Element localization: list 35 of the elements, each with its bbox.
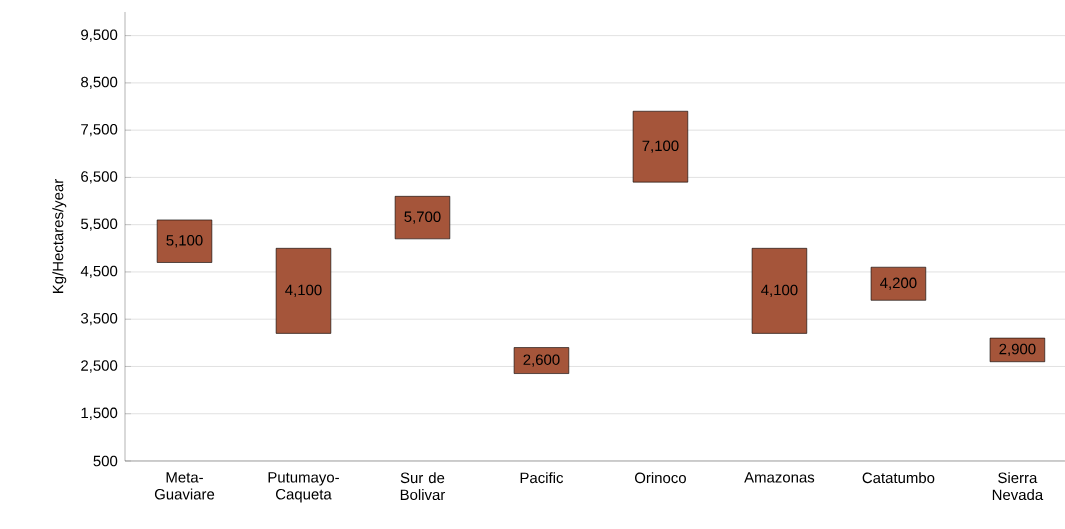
y-tick-label: 7,500 <box>81 123 118 137</box>
annotation: 2,600 <box>523 354 560 367</box>
annotation: 4,200 <box>880 277 917 290</box>
annotation: 5,700 <box>404 211 441 224</box>
y-tick-label: 500 <box>93 455 118 467</box>
bar <box>632 110 689 183</box>
annotation: 2,900 <box>999 343 1036 357</box>
y-tick-label: 2,500 <box>81 360 118 373</box>
y-tick-label: 8,500 <box>81 76 118 90</box>
y-tick-label: 6,500 <box>81 171 118 184</box>
x-tick-label: Putumayo-Caqueta <box>268 472 339 503</box>
x-tick-label: Catatumbo <box>862 472 935 484</box>
annotation: 5,100 <box>166 235 203 248</box>
annotation: 4,100 <box>761 284 798 298</box>
bar <box>989 337 1046 363</box>
x-tick-label: Amazonas <box>744 472 815 483</box>
x-tick-label: Pacific <box>520 472 564 484</box>
bar <box>870 266 927 301</box>
y-axis-title: Kg/Hectares/year <box>52 179 67 293</box>
bar <box>156 219 213 263</box>
x-tick-label: Orinoco <box>634 472 686 484</box>
x-tick-label: Sur de Bolivar <box>400 472 446 501</box>
bar <box>513 347 570 374</box>
y-tick-label: 3,500 <box>80 313 118 326</box>
y-tick-label: 4,500 <box>80 265 118 279</box>
bar <box>394 196 451 240</box>
y-tick-label: 1,500 <box>81 407 118 420</box>
x-tick-label: Meta-Guaviare <box>154 472 215 500</box>
annotation: 4,100 <box>285 284 322 298</box>
bar <box>751 248 808 334</box>
y-tick-label: 5,500 <box>81 218 118 231</box>
y-tick-label: 9,500 <box>81 29 118 42</box>
bar <box>275 248 332 334</box>
annotation: 7,100 <box>642 140 679 153</box>
x-tick-label: Sierra Nevada <box>992 472 1044 501</box>
